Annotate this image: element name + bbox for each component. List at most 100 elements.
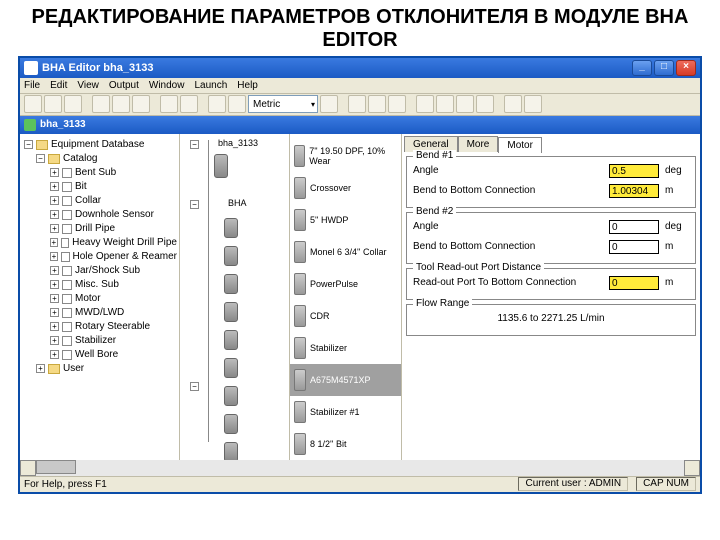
- component-item[interactable]: Monel 6 3/4'' Collar: [290, 236, 401, 268]
- menu-help[interactable]: Help: [237, 80, 258, 91]
- unit-label: deg: [665, 165, 689, 176]
- tree-item[interactable]: +Downhole Sensor: [22, 208, 177, 222]
- bend1-conn-input[interactable]: 1.00304: [609, 184, 659, 198]
- tab-more[interactable]: More: [458, 136, 499, 152]
- tree-expand-icon[interactable]: +: [50, 280, 59, 289]
- tree-user[interactable]: User: [63, 363, 84, 374]
- bend1-angle-input[interactable]: 0.5: [609, 164, 659, 178]
- tree-expand-icon[interactable]: +: [50, 182, 59, 191]
- tree-collapse-icon[interactable]: −: [36, 154, 45, 163]
- tree-item[interactable]: +Hole Opener & Reamer: [22, 250, 177, 264]
- tool-button[interactable]: [524, 95, 542, 113]
- folder-icon: [48, 154, 60, 164]
- tree-item[interactable]: +Jar/Shock Sub: [22, 264, 177, 278]
- tool-button[interactable]: [228, 95, 246, 113]
- component-item[interactable]: PowerPulse: [290, 268, 401, 300]
- tool-button[interactable]: [368, 95, 386, 113]
- tree-item[interactable]: +Heavy Weight Drill Pipe: [22, 236, 177, 250]
- tool-button[interactable]: [208, 95, 226, 113]
- tree-expand-icon[interactable]: +: [50, 266, 59, 275]
- units-select[interactable]: Metric: [248, 95, 318, 113]
- tab-motor[interactable]: Motor: [498, 137, 542, 153]
- component-list[interactable]: 7'' 19.50 DPF, 10% WearCrossover5'' HWDP…: [290, 134, 402, 460]
- angle-label: Angle: [413, 221, 603, 232]
- tree-item[interactable]: +Well Bore: [22, 348, 177, 362]
- component-item[interactable]: 5'' HWDP: [290, 204, 401, 236]
- menu-launch[interactable]: Launch: [194, 80, 227, 91]
- component-item[interactable]: Crossover: [290, 172, 401, 204]
- tree-item[interactable]: +Motor: [22, 292, 177, 306]
- bend2-angle-input[interactable]: 0: [609, 220, 659, 234]
- component-item[interactable]: 8 1/2'' Bit: [290, 428, 401, 460]
- maximize-button[interactable]: □: [654, 60, 674, 76]
- unit-label: m: [665, 241, 689, 252]
- close-button[interactable]: ×: [676, 60, 696, 76]
- page-icon: [62, 168, 72, 178]
- minimize-button[interactable]: _: [632, 60, 652, 76]
- component-item[interactable]: CDR: [290, 300, 401, 332]
- scroll-left-button[interactable]: [20, 460, 36, 476]
- tool-button[interactable]: [436, 95, 454, 113]
- tree-expand-icon[interactable]: +: [50, 224, 59, 233]
- tool-button[interactable]: [44, 95, 62, 113]
- tree-root[interactable]: Equipment Database: [51, 139, 144, 150]
- tree-expand-icon[interactable]: +: [50, 350, 59, 359]
- tree-expand-icon[interactable]: +: [50, 252, 58, 261]
- tree-catalog[interactable]: Catalog: [63, 153, 97, 164]
- tree-expand-icon[interactable]: +: [50, 210, 59, 219]
- tool-button[interactable]: [112, 95, 130, 113]
- menu-file[interactable]: File: [24, 80, 40, 91]
- bend2-conn-input[interactable]: 0: [609, 240, 659, 254]
- tree-collapse-icon[interactable]: −: [24, 140, 33, 149]
- menu-edit[interactable]: Edit: [50, 80, 67, 91]
- tool-button[interactable]: [24, 95, 42, 113]
- page-icon: [62, 336, 72, 346]
- tool-button[interactable]: [320, 95, 338, 113]
- tree-item[interactable]: +Rotary Steerable: [22, 320, 177, 334]
- tree-collapse-icon[interactable]: −: [190, 140, 199, 149]
- component-item[interactable]: A675M4571XP: [290, 364, 401, 396]
- menu-window[interactable]: Window: [149, 80, 185, 91]
- tree-expand-icon[interactable]: +: [50, 196, 59, 205]
- horizontal-scrollbar[interactable]: [20, 460, 700, 476]
- component-glyph: [294, 433, 306, 455]
- tree-expand-icon[interactable]: +: [36, 364, 45, 373]
- component-item[interactable]: Stabilizer: [290, 332, 401, 364]
- tree-expand-icon[interactable]: +: [50, 238, 58, 247]
- tool-button[interactable]: [388, 95, 406, 113]
- tool-button[interactable]: [160, 95, 178, 113]
- scroll-thumb[interactable]: [36, 460, 76, 474]
- tool-button[interactable]: [180, 95, 198, 113]
- tool-button[interactable]: [132, 95, 150, 113]
- tree-expand-icon[interactable]: +: [50, 322, 59, 331]
- tree-item[interactable]: +Drill Pipe: [22, 222, 177, 236]
- tree-item[interactable]: +Stabilizer: [22, 334, 177, 348]
- equipment-tree[interactable]: −Equipment Database −Catalog +Bent Sub+B…: [20, 134, 180, 460]
- tool-button[interactable]: [476, 95, 494, 113]
- tree-expand-icon[interactable]: +: [50, 294, 59, 303]
- scroll-right-button[interactable]: [684, 460, 700, 476]
- tool-button[interactable]: [348, 95, 366, 113]
- tree-expand-icon[interactable]: +: [50, 308, 59, 317]
- component-item[interactable]: 7'' 19.50 DPF, 10% Wear: [290, 140, 401, 172]
- tool-button[interactable]: [416, 95, 434, 113]
- component-item[interactable]: Stabilizer #1: [290, 396, 401, 428]
- tool-button[interactable]: [504, 95, 522, 113]
- tree-item[interactable]: +Collar: [22, 194, 177, 208]
- tree-collapse-icon[interactable]: −: [190, 200, 199, 209]
- tree-item[interactable]: +MWD/LWD: [22, 306, 177, 320]
- tree-item[interactable]: +Bent Sub: [22, 166, 177, 180]
- tree-expand-icon[interactable]: +: [50, 336, 59, 345]
- tree-item[interactable]: +Bit: [22, 180, 177, 194]
- menu-view[interactable]: View: [77, 80, 99, 91]
- tree-item[interactable]: +Misc. Sub: [22, 278, 177, 292]
- tool-button[interactable]: [456, 95, 474, 113]
- tool-button[interactable]: [92, 95, 110, 113]
- tree-expand-icon[interactable]: +: [50, 168, 59, 177]
- menu-output[interactable]: Output: [109, 80, 139, 91]
- readout-input[interactable]: 0: [609, 276, 659, 290]
- tool-button[interactable]: [64, 95, 82, 113]
- component-glyph: [294, 401, 306, 423]
- tree-collapse-icon[interactable]: −: [190, 382, 199, 391]
- document-titlebar: bha_3133: [20, 116, 700, 134]
